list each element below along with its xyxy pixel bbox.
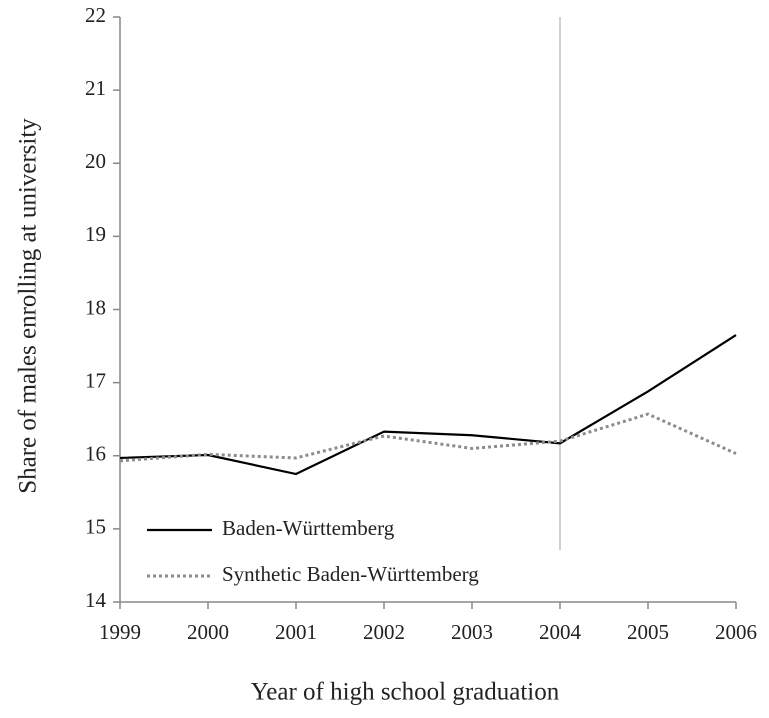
x-tick-label: 2004: [539, 620, 582, 644]
y-tick-label: 17: [85, 368, 106, 392]
y-tick-label: 19: [85, 222, 106, 246]
legend-label: Synthetic Baden-Württemberg: [222, 562, 479, 586]
y-tick-label: 14: [85, 588, 107, 612]
x-tick-label: 2000: [187, 620, 229, 644]
x-tick-label: 2003: [451, 620, 493, 644]
series-line: [119, 334, 737, 476]
legend-label: Baden-Württemberg: [222, 516, 395, 540]
y-tick-label: 20: [85, 149, 106, 173]
y-tick-label: 21: [85, 76, 106, 100]
y-tick-label: 22: [85, 3, 106, 27]
x-tick-label: 2005: [627, 620, 669, 644]
y-axis-title: Share of males enrolling at university: [15, 118, 42, 494]
y-tick-label: 18: [85, 295, 106, 319]
x-tick-label: 2006: [715, 620, 757, 644]
x-tick-label: 2002: [363, 620, 405, 644]
x-tick-label: 1999: [99, 620, 141, 644]
y-tick-label: 15: [85, 515, 106, 539]
x-axis-title: Year of high school graduation: [251, 679, 560, 706]
y-tick-label: 16: [85, 442, 106, 466]
series-line: [119, 412, 737, 463]
x-tick-label: 2001: [275, 620, 317, 644]
